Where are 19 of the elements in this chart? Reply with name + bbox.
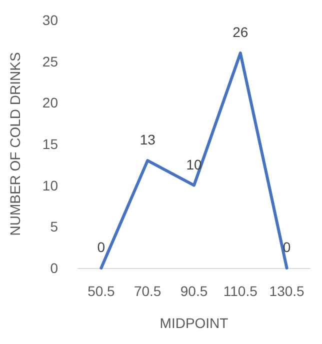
data-label: 0 bbox=[282, 239, 291, 255]
x-tick-label: 130.5 bbox=[269, 283, 305, 299]
x-tick-label: 70.5 bbox=[134, 283, 162, 299]
data-label: 0 bbox=[97, 239, 106, 255]
y-tick-label: 15 bbox=[42, 136, 58, 152]
x-axis-title: MIDPOINT bbox=[160, 315, 229, 331]
y-tick-label: 20 bbox=[42, 94, 58, 111]
data-label: 26 bbox=[232, 24, 248, 40]
x-tick-label: 110.5 bbox=[223, 283, 258, 299]
x-tick-label: 90.5 bbox=[180, 283, 208, 299]
y-tick-label: 30 bbox=[42, 12, 58, 28]
y-tick-label: 25 bbox=[42, 53, 58, 70]
y-axis-title: NUMBER OF COLD DRINKS bbox=[7, 52, 23, 236]
data-label: 13 bbox=[140, 132, 156, 148]
x-tick-label: 50.5 bbox=[88, 283, 116, 299]
y-tick-label: 0 bbox=[50, 260, 58, 276]
y-tick-label: 5 bbox=[50, 218, 58, 235]
y-tick-label: 10 bbox=[42, 177, 58, 194]
line-series bbox=[100, 52, 288, 270]
